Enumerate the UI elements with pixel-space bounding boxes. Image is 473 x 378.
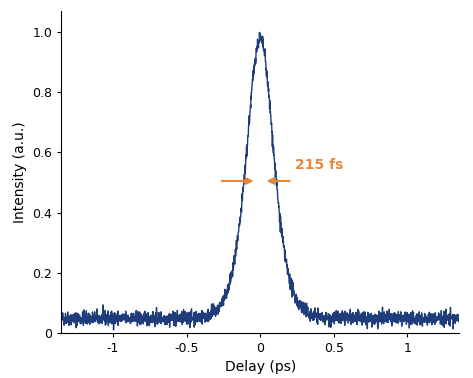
Text: 215 fs: 215 fs [296, 158, 344, 172]
X-axis label: Delay (ps): Delay (ps) [225, 360, 296, 374]
Y-axis label: Intensity (a.u.): Intensity (a.u.) [13, 121, 27, 223]
